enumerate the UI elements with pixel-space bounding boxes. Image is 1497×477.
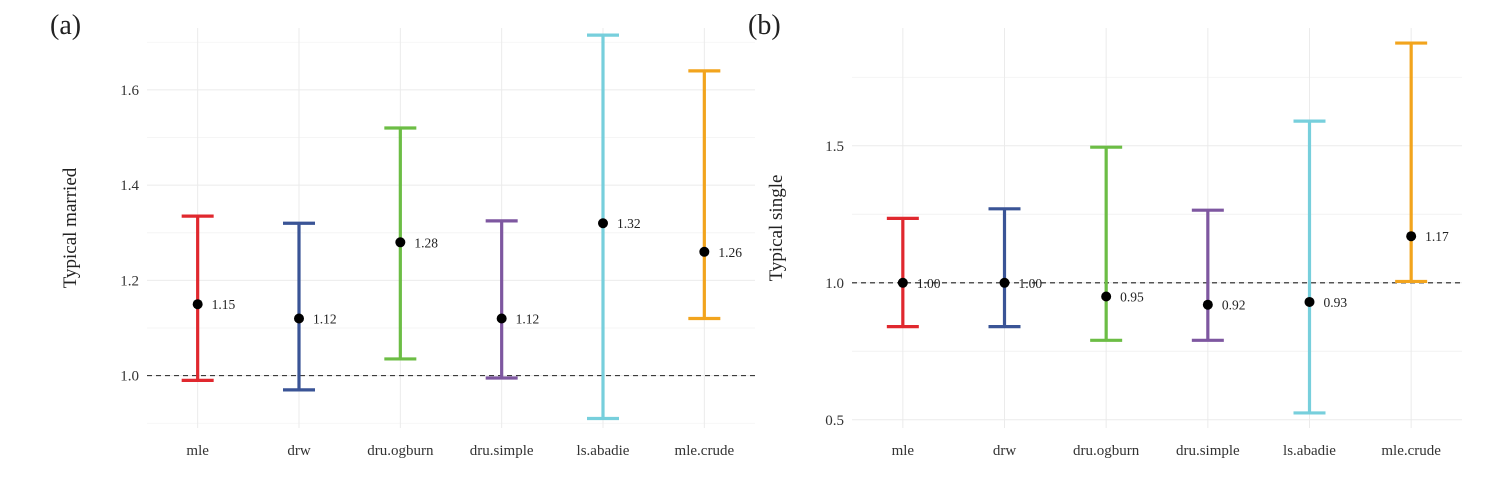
x-tick-label: mle	[186, 443, 209, 459]
chart-b-svg: 0.5 1.0 1.5 Typical single mle drw dru.ogburn d…	[766, 28, 1462, 459]
y-tick-label: 1.2	[120, 273, 139, 289]
estimate-point	[897, 277, 908, 288]
x-tick-label: mle.crude	[1381, 443, 1441, 459]
errorbar-mle: 1.15	[181, 214, 236, 382]
estimate-label: 1.26	[718, 245, 742, 260]
estimate-point	[1304, 296, 1315, 307]
x-tick-label: dru.ogburn	[1073, 443, 1140, 459]
estimate-label: 1.12	[313, 311, 337, 326]
chart-a-svg: 1.0 1.2 1.4 1.6 Typical married mle drw dru.ogb…	[60, 28, 755, 459]
estimate-label: 0.93	[1324, 295, 1348, 310]
x-tick-label: ls.abadie	[577, 443, 630, 459]
x-tick-label: mle.crude	[675, 443, 735, 459]
errorbar-drw: 1.00	[988, 207, 1043, 329]
estimate-point	[496, 313, 507, 324]
estimate-point	[999, 277, 1010, 288]
estimate-point	[294, 313, 304, 324]
estimate-point	[1202, 299, 1213, 310]
estimate-label: 0.95	[1120, 289, 1144, 304]
estimate-point	[1101, 291, 1112, 302]
errorbar-dru-simple: 1.12	[485, 219, 540, 380]
x-tick-label: dru.ogburn	[367, 443, 434, 459]
panel-tag-a: (a)	[50, 10, 82, 41]
estimate-point	[699, 246, 710, 257]
chart-panel-b: (b) 0.5 1.0 1.5 Typical single mle drw dru.ogb…	[740, 0, 1497, 477]
x-tick-label: ls.abadie	[1283, 443, 1336, 459]
estimate-label: 1.28	[414, 235, 438, 250]
errorbar-mle-crude: 1.17	[1395, 41, 1449, 284]
y-axis-title: Typical married	[60, 167, 81, 288]
x-tick-label: drw	[287, 443, 310, 459]
x-tick-label: dru.simple	[1176, 443, 1240, 459]
errorbar-dru-ogburn: 1.28	[384, 126, 438, 361]
estimate-label: 1.15	[212, 297, 236, 312]
estimate-point	[1406, 231, 1417, 242]
x-tick-label: mle	[892, 443, 915, 459]
estimate-label: 1.00	[1019, 276, 1043, 291]
estimate-point	[395, 237, 406, 248]
y-tick-label: 0.5	[825, 413, 844, 429]
y-tick-label: 1.4	[120, 178, 139, 194]
errorbar-mle-crude: 1.26	[688, 69, 742, 321]
y-tick-label: 1.0	[825, 276, 844, 292]
estimate-point	[192, 299, 203, 310]
chart-panel-a: (a) 1.0 1.2 1.4 1.6 Typical married mle drw dru…	[50, 10, 755, 459]
y-axis-title: Typical single	[766, 175, 787, 282]
estimate-label: 1.17	[1425, 229, 1449, 244]
y-tick-label: 1.6	[120, 83, 139, 99]
y-tick-label: 1.5	[825, 139, 844, 155]
errorbar-ls-abadie: 0.93	[1293, 119, 1348, 415]
estimate-label: 0.92	[1222, 298, 1246, 313]
y-tick-label: 1.0	[120, 369, 139, 385]
estimate-label: 1.12	[516, 311, 540, 326]
estimate-label: 1.00	[917, 276, 941, 291]
errorbar-dru-ogburn: 0.95	[1090, 145, 1144, 342]
errorbar-drw: 1.12	[283, 221, 337, 392]
x-tick-label: dru.simple	[470, 443, 534, 459]
errorbar-ls-abadie: 1.32	[587, 33, 641, 421]
errorbar-dru-simple: 0.92	[1191, 208, 1246, 342]
estimate-point	[598, 218, 608, 229]
errorbar-mle: 1.00	[886, 216, 941, 329]
x-tick-label: drw	[993, 443, 1016, 459]
estimate-label: 1.32	[617, 216, 641, 231]
panel-tag-b: (b)	[748, 10, 781, 41]
